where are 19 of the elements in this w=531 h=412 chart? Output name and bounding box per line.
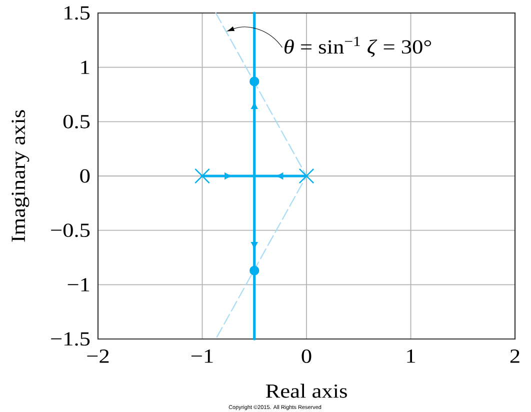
y-tick-label: −1.5 <box>51 332 90 346</box>
x-tick-label: −2 <box>87 350 109 363</box>
y-tick-label: 1 <box>81 60 90 74</box>
x-tick-label: 2 <box>510 350 520 363</box>
x-tick-label: 1 <box>407 350 415 363</box>
x-axis-title: Real axis <box>266 384 347 398</box>
annotation: θ = sin$^{−1}$ ζ = 30° <box>284 36 432 57</box>
y-tick-label: −0.5 <box>51 224 90 238</box>
point <box>194 168 210 184</box>
y-tick-label: 0 <box>80 169 90 183</box>
y-tick-label: −1 <box>68 278 90 292</box>
point <box>250 76 260 86</box>
y-tick-label: 1.5 <box>64 6 90 20</box>
y-axis-title: Imaginary axis <box>12 110 30 242</box>
x-tick-label: −1 <box>191 350 213 363</box>
point <box>298 168 314 184</box>
x-tick-label: 0 <box>302 350 312 363</box>
y-tick-label: 0.5 <box>63 114 90 128</box>
point <box>250 266 260 276</box>
